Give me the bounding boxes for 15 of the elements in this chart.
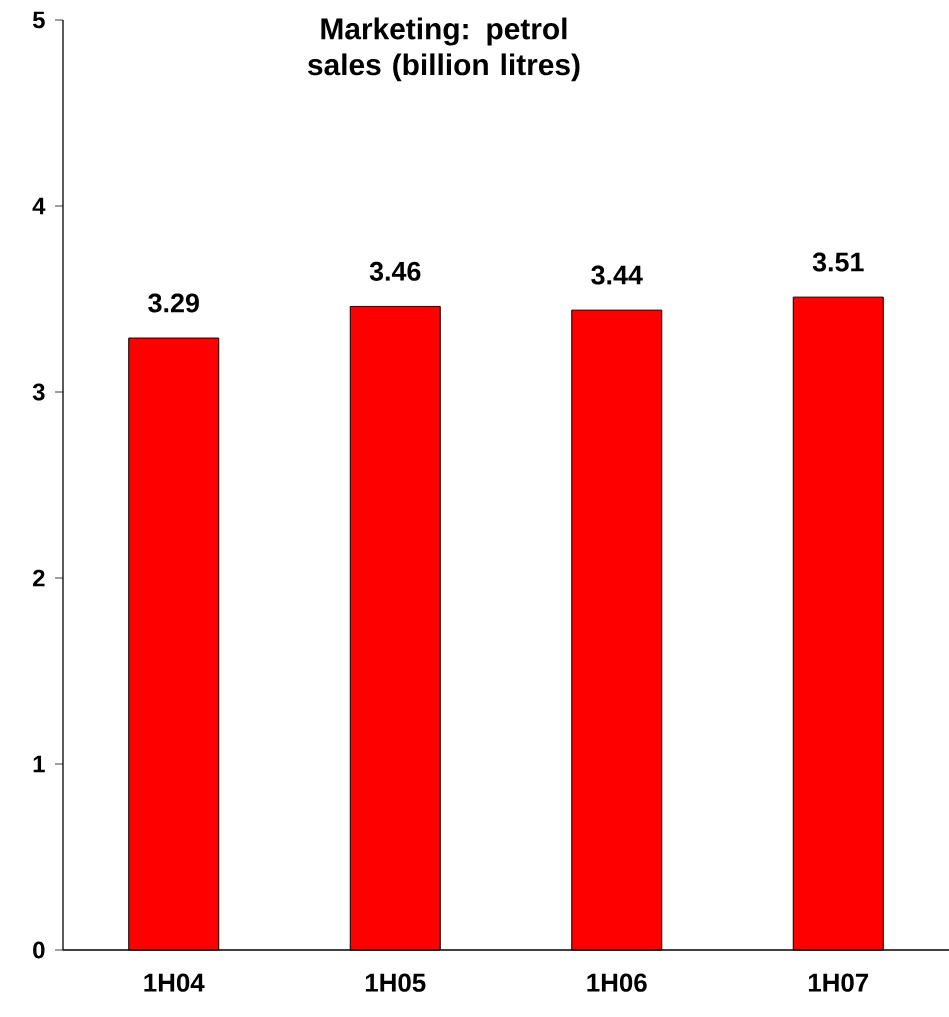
y-tick-label: 2: [33, 569, 45, 587]
y-tick-label: 0: [33, 941, 45, 959]
data-label: 3.29: [148, 293, 199, 313]
x-tick-label: 1H06: [587, 973, 647, 992]
y-tick-label: 4: [32, 197, 46, 215]
data-label: 3.46: [369, 261, 421, 281]
x-tick-label: 1H05: [365, 973, 426, 992]
y-tick-label: 3: [32, 383, 45, 401]
y-tick-label: 5: [32, 11, 45, 29]
data-label: 3.51: [812, 252, 864, 272]
data-label: 3.44: [591, 265, 643, 285]
x-tick-label: 1H07: [808, 973, 869, 992]
chart-title: Marketing: petrol sales (billion litres): [308, 17, 580, 82]
x-tick-label: 1H04: [144, 973, 205, 992]
y-tick-label: 1: [33, 755, 45, 773]
